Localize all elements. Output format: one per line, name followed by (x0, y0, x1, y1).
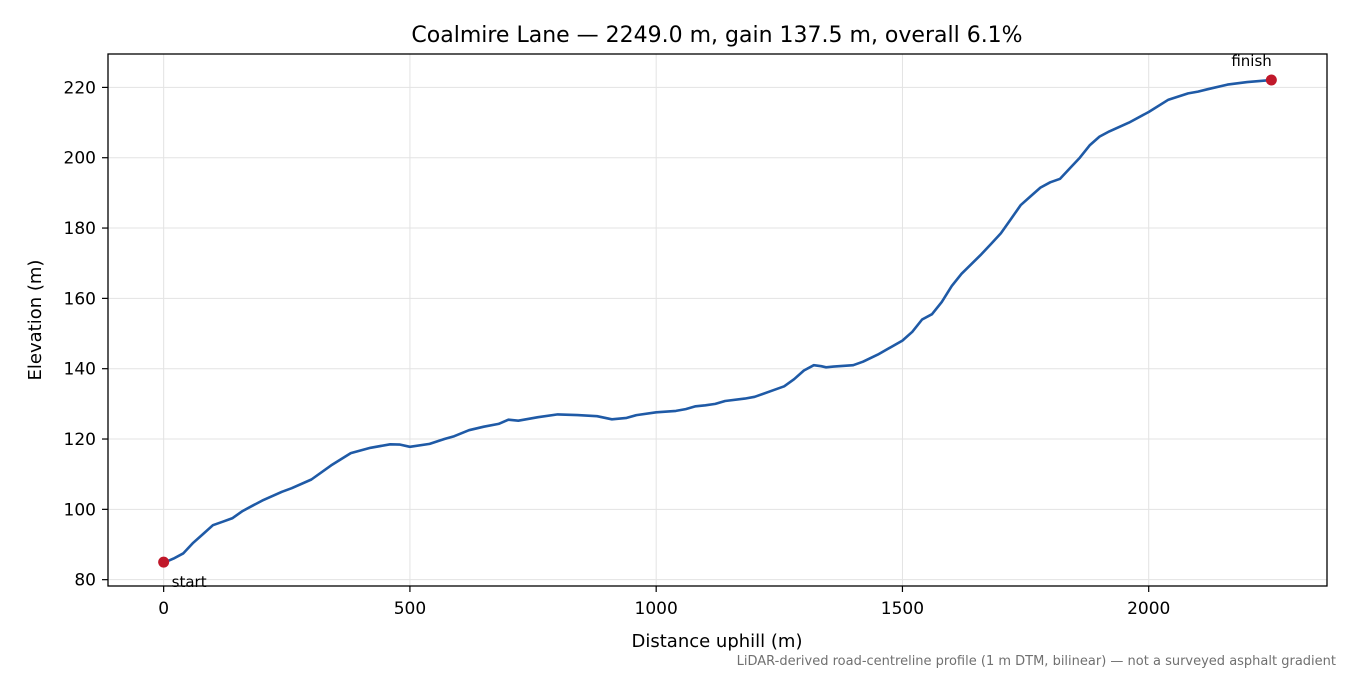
y-axis-ticks: 80 100 120 140 160 180 200 220 (64, 78, 108, 591)
y-tick-label: 220 (64, 78, 96, 98)
x-tick-label: 500 (394, 599, 426, 619)
plot-frame (107, 53, 1328, 587)
start-label: start (172, 573, 207, 591)
x-axis-label: Distance uphill (m) (632, 631, 803, 652)
grid-lines (108, 54, 1327, 586)
x-tick-label: 1000 (635, 599, 678, 619)
y-tick-label: 120 (64, 430, 96, 450)
y-axis-label: Elevation (m) (25, 260, 46, 381)
x-axis-ticks: 0 500 1000 1500 2000 (158, 586, 1170, 619)
finish-label: finish (1231, 52, 1271, 70)
y-tick-label: 80 (74, 571, 96, 591)
y-tick-label: 100 (64, 500, 96, 520)
y-tick-label: 140 (64, 360, 96, 380)
y-tick-label: 160 (64, 289, 96, 309)
x-tick-label: 0 (158, 599, 169, 619)
y-tick-label: 180 (64, 219, 96, 239)
endpoint-markers: start finish (158, 52, 1277, 591)
y-tick-label: 200 (64, 149, 96, 169)
footnote: LiDAR-derived road-centreline profile (1… (737, 654, 1336, 669)
start-marker (158, 556, 170, 568)
elevation-line (163, 78, 1272, 564)
chart-title: Coalmire Lane — 2249.0 m, gain 137.5 m, … (411, 23, 1022, 48)
x-tick-label: 1500 (881, 599, 924, 619)
x-tick-label: 2000 (1127, 599, 1170, 619)
finish-marker (1265, 74, 1277, 86)
